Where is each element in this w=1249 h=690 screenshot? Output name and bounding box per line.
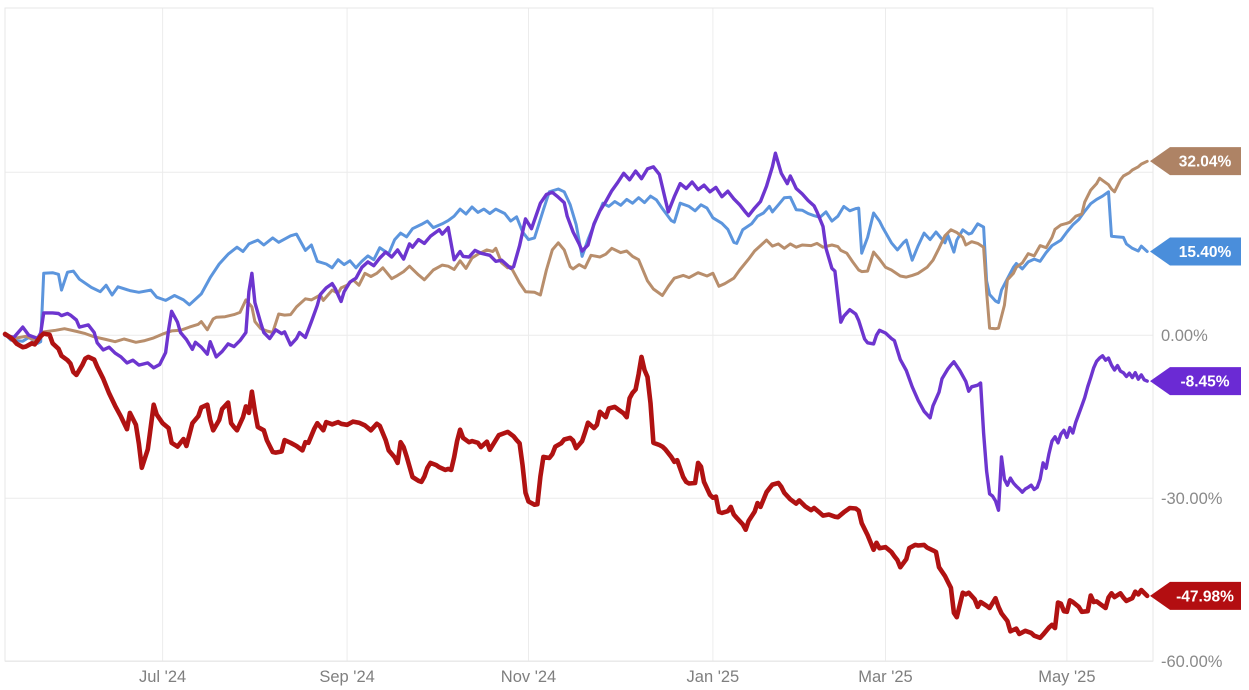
end-value-label-red: -47.98% [1176, 588, 1234, 605]
end-value-badge-tan [1150, 147, 1241, 176]
end-value-label-blue: 15.40% [1179, 244, 1232, 261]
x-axis-label: Jul '24 [139, 668, 186, 686]
series-line-red [2, 331, 1150, 641]
end-value-badge-purple [1150, 367, 1241, 396]
y-axis-label: -30.00% [1161, 490, 1223, 508]
series-line-tan [3, 159, 1149, 344]
series-line-purple [3, 151, 1149, 512]
x-axis-label: May '25 [1038, 668, 1095, 686]
y-axis-label: -60.00% [1161, 653, 1223, 671]
end-value-label-purple: -8.45% [1180, 374, 1229, 391]
x-axis-label: Sep '24 [319, 668, 374, 686]
end-value-badge-blue [1150, 237, 1241, 266]
x-axis-label: Nov '24 [501, 668, 556, 686]
x-axis-label: Jan '25 [687, 668, 740, 686]
chart-plot-area[interactable] [5, 8, 1153, 661]
end-value-badge-red [1150, 581, 1241, 610]
x-axis-label: Mar '25 [858, 668, 913, 686]
y-axis-label: 0.00% [1161, 327, 1208, 345]
end-value-label-tan: 32.04% [1179, 154, 1232, 171]
